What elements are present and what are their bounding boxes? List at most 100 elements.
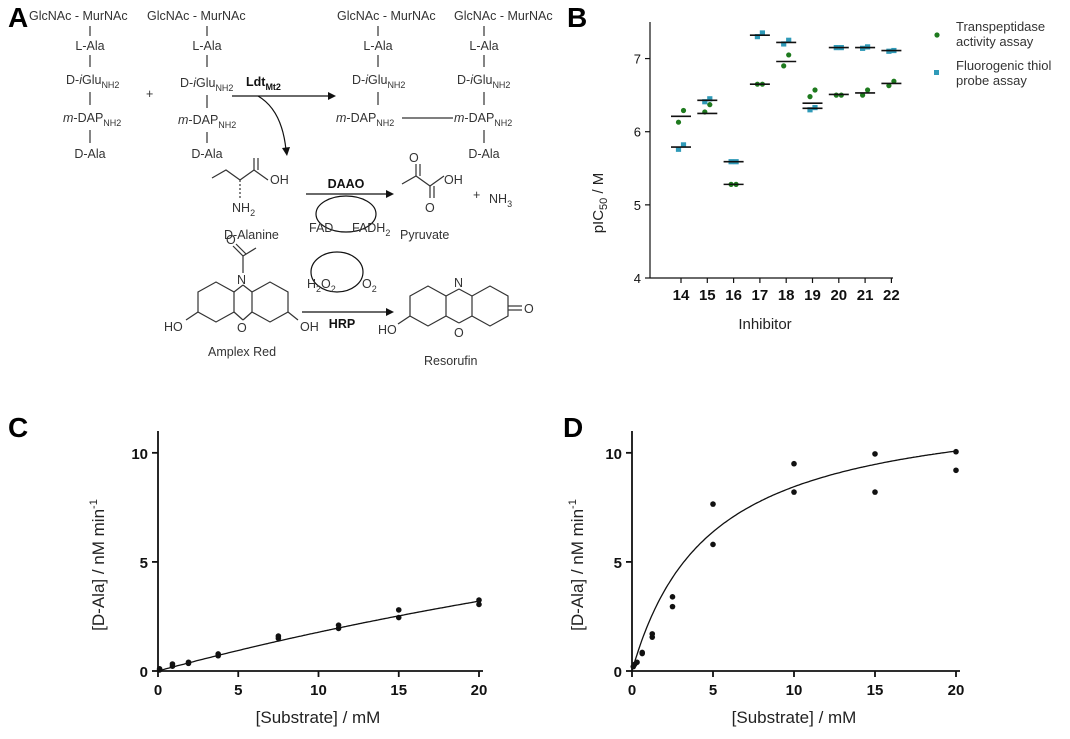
- l-ala-label: L-Ala: [469, 39, 498, 53]
- svg-text:OH: OH: [300, 320, 319, 334]
- muropeptide-left: GlcNAc - MurNAc L-Ala D-iGluNH2 m-DAPNH2…: [29, 9, 128, 161]
- y-tick-label: 10: [131, 446, 148, 463]
- data-point-transpeptidase: [891, 78, 897, 84]
- glcnac-murnac-label: GlcNAc - MurNAc: [454, 9, 553, 23]
- data-point-fluorogenic: [702, 99, 708, 105]
- chart-d: 0 5 10 0 5 10 15 20 [Substrate] / mM [D-Ala] / …: [567, 431, 964, 727]
- dala-release-arrow: [257, 95, 287, 151]
- glcnac-murnac-label: GlcNAc - MurNAc: [147, 9, 246, 23]
- x-tick-label: 15: [867, 682, 884, 699]
- panel-label-c: C: [8, 412, 28, 443]
- chart-c-ylabel: [D-Ala] / nM min-1: [88, 499, 108, 631]
- data-point-fluorogenic: [680, 142, 687, 148]
- x-tick-label: 19: [804, 287, 821, 304]
- glcnac-murnac-label: GlcNAc - MurNAc: [337, 9, 436, 23]
- daao-label: DAAO: [328, 177, 365, 191]
- h2o2-label: H2O2: [307, 277, 336, 294]
- svg-text:OH: OH: [444, 173, 463, 187]
- data-point-transpeptidase: [812, 87, 818, 93]
- data-point-transpeptidase: [886, 83, 892, 89]
- svg-text:HO: HO: [164, 320, 183, 334]
- x-tick-label: 5: [234, 682, 242, 699]
- resorufin-label: Resorufin: [424, 354, 478, 368]
- chart-b-xlabel: Inhibitor: [738, 316, 791, 333]
- fad-label: FAD: [309, 221, 333, 235]
- data-point: [872, 489, 878, 495]
- data-point-fluorogenic: [807, 107, 813, 113]
- chart-b: 4 5 6 7 14 15 16 17 18 19 20 21 22 Inhibitor pIC50 /…: [590, 19, 1051, 333]
- x-tick-label: 21: [857, 287, 874, 304]
- data-point-transpeptidase: [786, 52, 792, 58]
- data-point: [710, 541, 716, 548]
- data-point: [649, 631, 656, 637]
- y-tick-label: 5: [634, 198, 641, 213]
- legend-marker-transpeptidase: [934, 32, 940, 38]
- data-point-transpeptidase: [865, 87, 871, 93]
- panel-label-a: A: [8, 2, 28, 33]
- svg-text:O: O: [409, 151, 419, 165]
- chart-d-marks: [630, 448, 959, 672]
- m-dap-label: m-DAPNH2: [454, 111, 512, 128]
- x-tick-label: 15: [699, 287, 716, 304]
- y-tick-label: 0: [140, 664, 148, 681]
- chart-d-ylabel: [D-Ala] / nM min-1: [567, 499, 587, 631]
- data-point-transpeptidase: [860, 92, 866, 98]
- muropeptide-right: GlcNAc - MurNAc L-Ala D-iGluNH2 m-DAPNH2…: [147, 9, 246, 161]
- x-tick-label: 15: [390, 682, 407, 699]
- d-ala-label: D-Ala: [468, 147, 499, 161]
- x-tick-label: 10: [310, 682, 327, 699]
- m-dap-label: m-DAPNH2: [63, 111, 121, 128]
- fit-curve: [631, 450, 957, 672]
- crosslinked-product: GlcNAc - MurNAc L-Ala D-iGluNH2 m-DAPNH2…: [336, 9, 553, 161]
- data-point-fluorogenic: [786, 37, 792, 43]
- nh3-label: NH3: [489, 192, 512, 209]
- y-tick-label: 0: [614, 664, 622, 681]
- x-tick-label: 22: [883, 287, 900, 304]
- l-ala-label: L-Ala: [363, 39, 392, 53]
- x-tick-label: 10: [786, 682, 803, 699]
- data-point-fluorogenic: [707, 96, 713, 102]
- chart-b-ylabel: pIC50 / M: [590, 173, 610, 234]
- fadh2-label: FADH2: [352, 221, 390, 238]
- chart-d-axes: 0 5 10 0 5 10 15 20: [605, 431, 964, 699]
- x-tick-label: 16: [725, 287, 742, 304]
- data-point: [669, 594, 676, 600]
- data-point: [953, 467, 959, 474]
- ldt-enzyme-label: LdtMt2: [246, 75, 281, 92]
- y-tick-label: 7: [634, 52, 641, 67]
- data-point: [669, 603, 676, 610]
- x-tick-label: 20: [830, 287, 847, 304]
- data-point: [215, 651, 221, 657]
- chart-c-marks: [156, 597, 482, 673]
- svg-text:N: N: [454, 276, 463, 290]
- data-point: [710, 501, 716, 507]
- y-tick-label: 5: [140, 555, 148, 572]
- chart-b-legend: Transpeptidase activity assay Fluorogenic…: [934, 19, 1051, 88]
- chart-c-xlabel: [Substrate] / mM: [256, 708, 381, 727]
- d-iglu-label: D-iGluNH2: [457, 73, 510, 90]
- fit-curve: [157, 600, 480, 672]
- data-point: [476, 597, 482, 603]
- svg-text:OH: OH: [270, 173, 289, 187]
- data-point: [185, 659, 192, 666]
- fad-cycle: [315, 195, 377, 233]
- chart-b-axes: 4 5 6 7 14 15 16 17 18 19 20 21 22: [634, 22, 900, 304]
- x-tick-label: 14: [673, 287, 690, 304]
- chart-b-marks: [671, 30, 902, 187]
- svg-text:O: O: [226, 233, 236, 247]
- x-tick-label: 18: [778, 287, 795, 304]
- svg-text:O: O: [425, 201, 435, 215]
- svg-text:HO: HO: [378, 323, 397, 337]
- d-ala-label: D-Ala: [191, 147, 222, 161]
- pyruvate-structure: O O OH + NH3 Pyruvate: [400, 151, 512, 242]
- legend-label-transpeptidase: Transpeptidase activity assay: [956, 19, 1045, 49]
- data-point-fluorogenic: [675, 146, 682, 152]
- data-point-transpeptidase: [781, 63, 787, 69]
- data-point: [476, 601, 482, 608]
- data-point: [169, 661, 176, 667]
- d-iglu-label: D-iGluNH2: [352, 73, 405, 90]
- data-point-transpeptidase: [807, 94, 813, 100]
- svg-text:+: +: [473, 188, 480, 202]
- data-point-transpeptidase: [675, 119, 682, 125]
